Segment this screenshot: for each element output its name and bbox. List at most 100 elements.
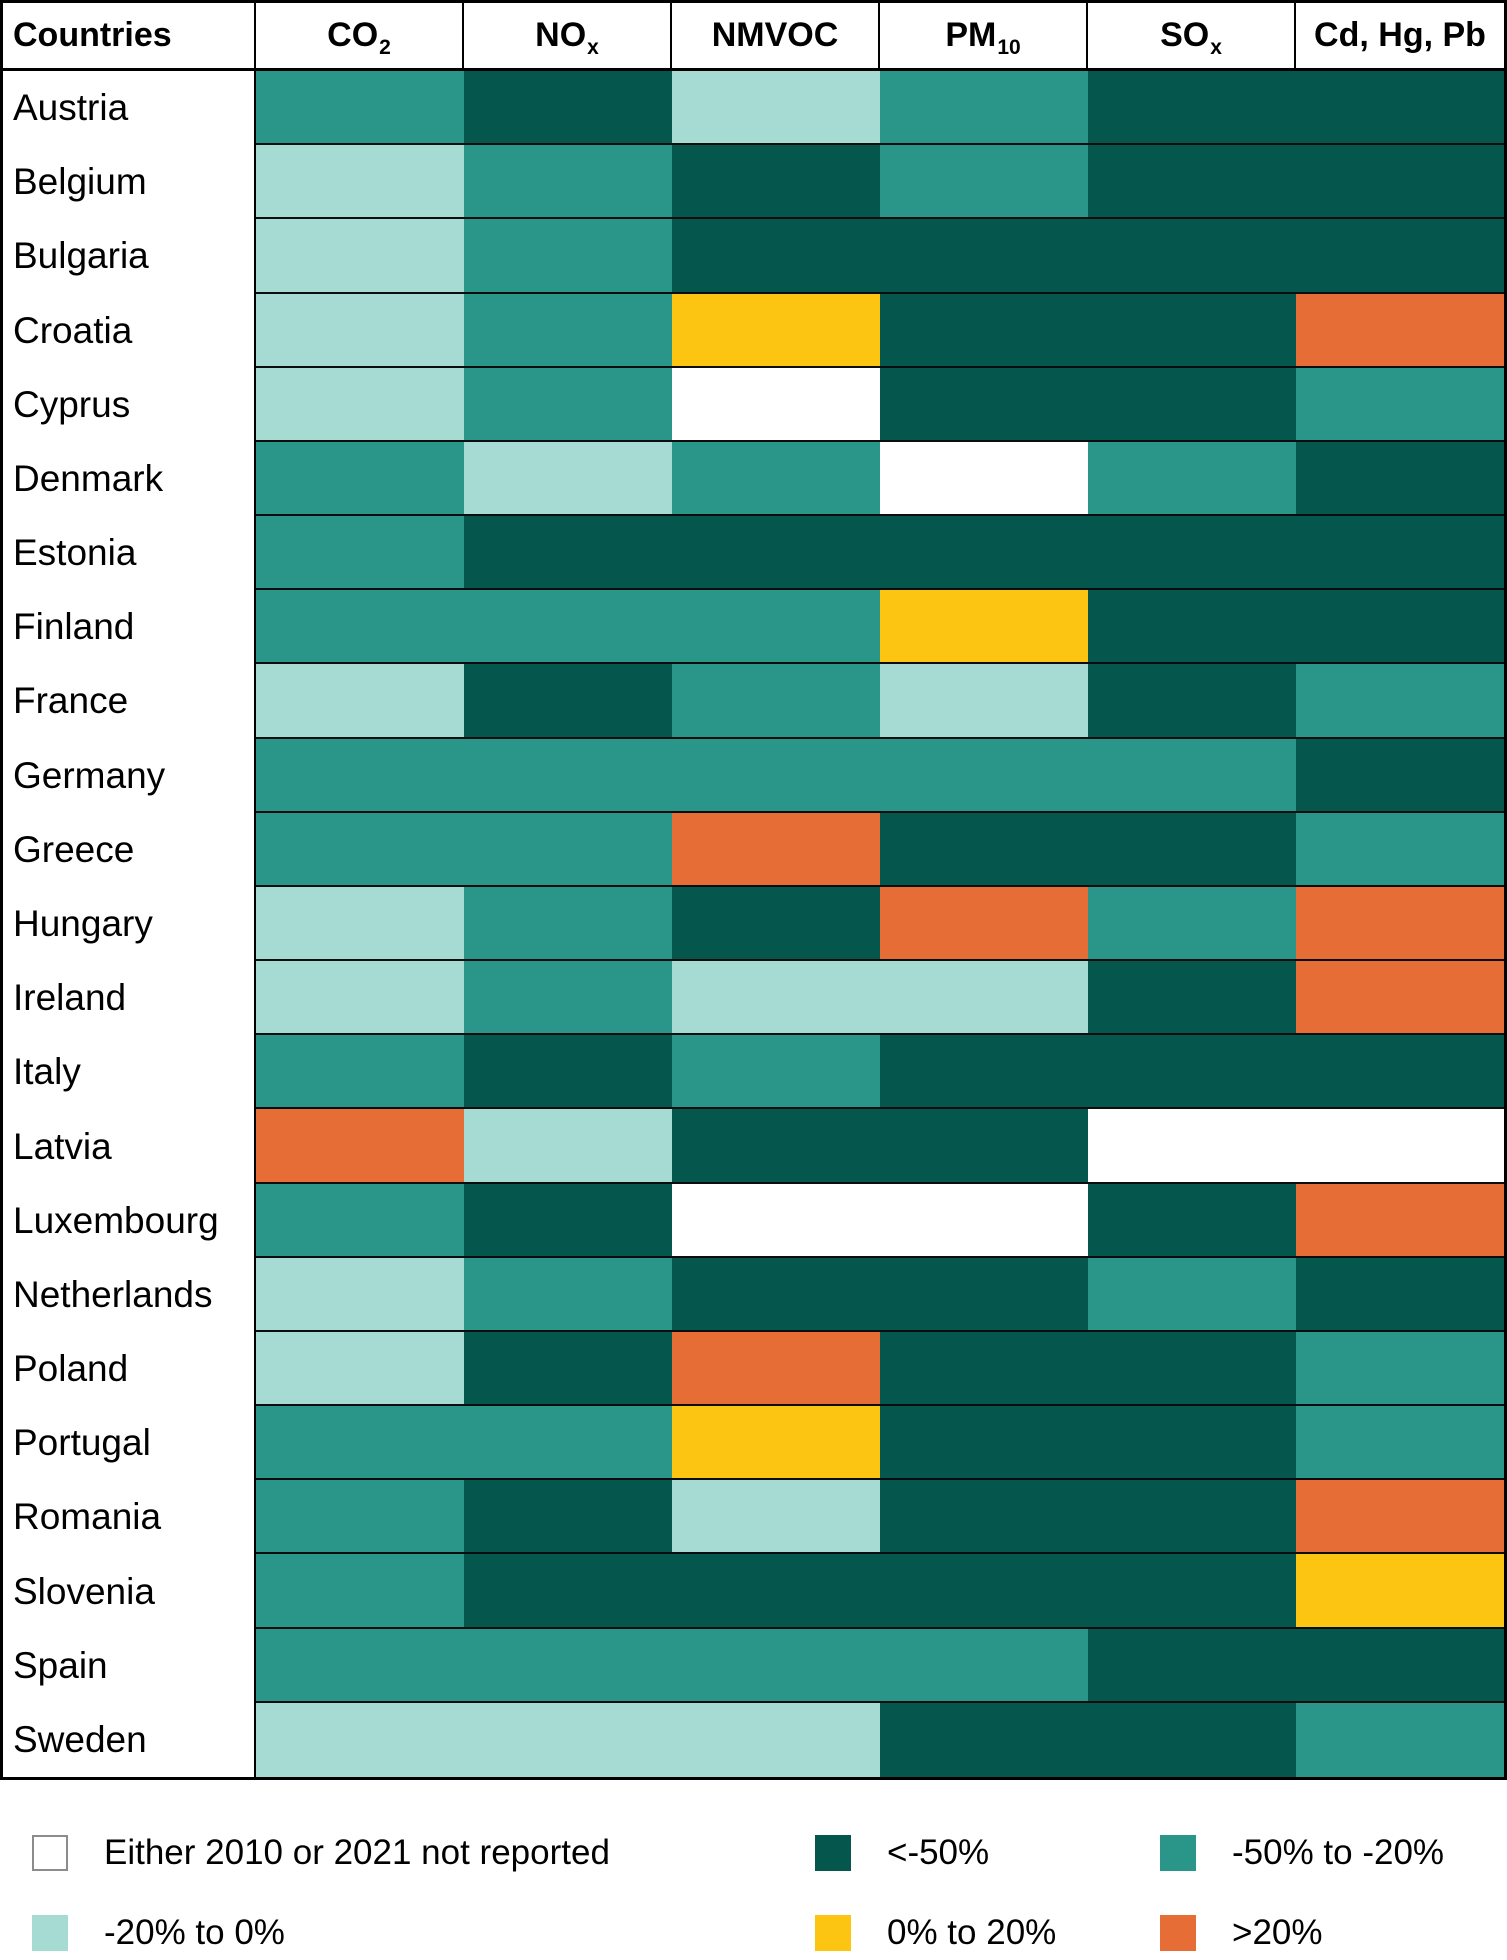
heatmap-cell-bulgaria-nmvoc: [672, 219, 880, 294]
heatmap-cell-bulgaria-pm10: [880, 219, 1088, 294]
heatmap-table: Countries CO 2 NO x NMVOC PM 10 SO x Cd, Hg, Pb Au…: [0, 0, 1507, 1780]
heatmap-cell-slovenia-nmvoc: [672, 1554, 880, 1629]
heatmap-cell-cyprus-nox: [464, 367, 672, 442]
heatmap-cell-portugal-cd-hg-pb: [1296, 1406, 1504, 1481]
heatmap-cell-luxembourg-pm10: [880, 1183, 1088, 1258]
heatmap-cell-netherlands-nox: [464, 1257, 672, 1332]
heatmap-cell-greece-nox: [464, 812, 672, 887]
heatmap-cell-spain-nox: [464, 1628, 672, 1703]
heatmap-cell-spain-sox: [1088, 1628, 1296, 1703]
heatmap-cell-denmark-cd-hg-pb: [1296, 441, 1504, 517]
legend-item-either-2010-or-2021-not-reported: Either 2010 or 2021 not reported: [32, 1833, 610, 1873]
legend-swatch-w: [32, 1835, 68, 1871]
row-label-germany: Germany: [3, 738, 256, 813]
column-header-nox: NO x: [464, 3, 672, 71]
heatmap-cell-cyprus-pm10: [880, 367, 1088, 442]
heatmap-cell-slovenia-cd-hg-pb: [1296, 1554, 1504, 1629]
heatmap-cell-italy-cd-hg-pb: [1296, 1035, 1504, 1110]
heatmap-cell-hungary-co2: [256, 886, 464, 962]
heatmap-cell-italy-pm10: [880, 1035, 1088, 1110]
legend-swatch-l: [32, 1915, 68, 1951]
column-header-pm10: PM 10: [880, 3, 1088, 71]
heatmap-cell-greece-co2: [256, 812, 464, 887]
heatmap-cell-france-co2: [256, 664, 464, 739]
heatmap-cell-greece-nmvoc: [672, 812, 880, 887]
row-label-poland: Poland: [3, 1331, 256, 1407]
heatmap-cell-estonia-nmvoc: [672, 516, 880, 591]
heatmap-cell-france-cd-hg-pb: [1296, 664, 1504, 739]
heatmap-cell-latvia-co2: [256, 1109, 464, 1184]
heatmap-cell-spain-pm10: [880, 1628, 1088, 1703]
heatmap-cell-cyprus-sox: [1088, 367, 1296, 442]
legend-label: -50% to -20%: [1232, 1833, 1445, 1872]
heatmap-cell-sweden-nox: [464, 1702, 672, 1777]
row-label-greece: Greece: [3, 812, 256, 887]
legend-label: <-50%: [887, 1833, 990, 1872]
heatmap-cell-netherlands-co2: [256, 1257, 464, 1332]
heatmap-cell-hungary-nmvoc: [672, 886, 880, 962]
heatmap-cell-ireland-nmvoc: [672, 961, 880, 1036]
legend-swatch-m: [1160, 1835, 1196, 1871]
heatmap-cell-belgium-sox: [1088, 145, 1296, 220]
column-header-nmvoc: NMVOC: [672, 3, 880, 71]
row-label-finland: Finland: [3, 590, 256, 665]
heatmap-cell-luxembourg-nmvoc: [672, 1183, 880, 1258]
heatmap-cell-france-nox: [464, 664, 672, 739]
heatmap-cell-bulgaria-sox: [1088, 219, 1296, 294]
heatmap-cell-belgium-nmvoc: [672, 145, 880, 220]
row-label-luxembourg: Luxembourg: [3, 1183, 256, 1258]
heatmap-cell-austria-nox: [464, 71, 672, 146]
heatmap-cell-finland-nmvoc: [672, 590, 880, 665]
heatmap-cell-denmark-nox: [464, 441, 672, 517]
heatmap-cell-luxembourg-cd-hg-pb: [1296, 1183, 1504, 1258]
heatmap-cell-netherlands-sox: [1088, 1257, 1296, 1332]
heatmap-cell-sweden-pm10: [880, 1702, 1088, 1777]
heatmap-cell-estonia-nox: [464, 516, 672, 591]
heatmap-cell-denmark-pm10: [880, 441, 1088, 517]
heatmap-cell-finland-sox: [1088, 590, 1296, 665]
legend-item--50-: <-50%: [815, 1833, 989, 1873]
heatmap-cell-germany-cd-hg-pb: [1296, 738, 1504, 813]
legend-label: 0% to 20%: [887, 1913, 1057, 1952]
heatmap-cell-austria-pm10: [880, 71, 1088, 146]
heatmap-cell-italy-nmvoc: [672, 1035, 880, 1110]
heatmap-cell-italy-co2: [256, 1035, 464, 1110]
heatmap-cell-italy-sox: [1088, 1035, 1296, 1110]
heatmap-cell-ireland-sox: [1088, 961, 1296, 1036]
heatmap-cell-germany-sox: [1088, 738, 1296, 813]
heatmap-cell-luxembourg-sox: [1088, 1183, 1296, 1258]
heatmap-cell-denmark-nmvoc: [672, 441, 880, 517]
heatmap-cell-portugal-co2: [256, 1406, 464, 1481]
heatmap-cell-belgium-pm10: [880, 145, 1088, 220]
heatmap-cell-spain-co2: [256, 1628, 464, 1703]
heatmap-cell-hungary-nox: [464, 886, 672, 962]
heatmap-cell-ireland-co2: [256, 961, 464, 1036]
heatmap-cell-finland-cd-hg-pb: [1296, 590, 1504, 665]
row-label-ireland: Ireland: [3, 961, 256, 1036]
heatmap-cell-france-nmvoc: [672, 664, 880, 739]
heatmap-cell-slovenia-sox: [1088, 1554, 1296, 1629]
legend-swatch-y: [815, 1915, 851, 1951]
row-label-romania: Romania: [3, 1480, 256, 1555]
row-label-italy: Italy: [3, 1035, 256, 1110]
row-label-cyprus: Cyprus: [3, 367, 256, 442]
heatmap-cell-greece-pm10: [880, 812, 1088, 887]
heatmap-cell-poland-pm10: [880, 1331, 1088, 1407]
heatmap-cell-croatia-pm10: [880, 293, 1088, 368]
heatmap-cell-ireland-nox: [464, 961, 672, 1036]
heatmap-cell-hungary-pm10: [880, 886, 1088, 962]
heatmap-cell-cyprus-cd-hg-pb: [1296, 367, 1504, 442]
heatmap-cell-germany-pm10: [880, 738, 1088, 813]
heatmap-cell-slovenia-pm10: [880, 1554, 1088, 1629]
row-label-bulgaria: Bulgaria: [3, 219, 256, 294]
heatmap-cell-croatia-cd-hg-pb: [1296, 293, 1504, 368]
row-label-france: France: [3, 664, 256, 739]
heatmap-cell-poland-sox: [1088, 1331, 1296, 1407]
column-header-sox: SO x: [1088, 3, 1296, 71]
heatmap-cell-romania-cd-hg-pb: [1296, 1480, 1504, 1555]
heatmap-cell-bulgaria-cd-hg-pb: [1296, 219, 1504, 294]
heatmap-cell-germany-nmvoc: [672, 738, 880, 813]
legend-label: -20% to 0%: [104, 1913, 285, 1952]
legend-swatch-o: [1160, 1915, 1196, 1951]
heatmap-cell-latvia-nmvoc: [672, 1109, 880, 1184]
